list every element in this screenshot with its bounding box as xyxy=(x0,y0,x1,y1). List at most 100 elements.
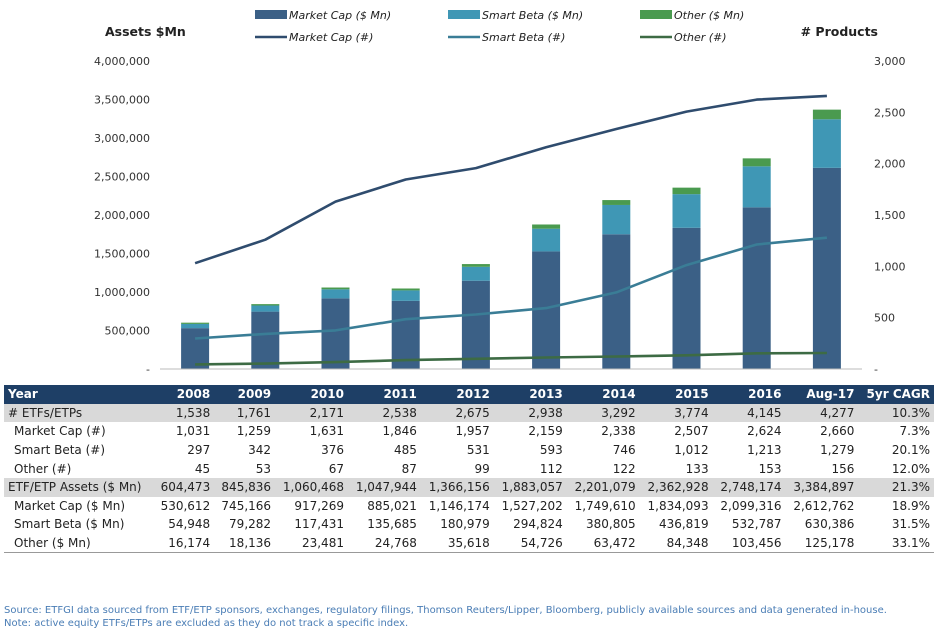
table-cell: 180,979 xyxy=(440,517,490,532)
table-row: Market Cap (#) 1,031 1,259 1,631 1,846 1,957 2… xyxy=(4,422,934,441)
table-cell: 125,178 xyxy=(785,533,859,554)
table-cell: 16,174 xyxy=(153,533,215,554)
chart-legend: Market Cap ($ Mn) Smart Beta ($ Mn) Other … xyxy=(255,9,744,44)
table-header-row: Year 2008 2009 2010 2011 2012 2013 2014 2015 2016… xyxy=(4,385,934,404)
bar-segment-market-cap xyxy=(742,207,771,369)
table-cell: 2,171 xyxy=(275,403,348,423)
right-tick-label: 2,500 xyxy=(874,106,906,119)
bar-segment-other xyxy=(461,264,490,267)
table-cell: 87 xyxy=(401,461,417,476)
right-axis-ticks: - 500 1,000 1,500 2,000 2,500 3,000 xyxy=(874,55,906,376)
table-cell: 2,612,762 xyxy=(793,498,855,513)
bar-segment-other xyxy=(391,288,420,291)
legend-swatch-bar xyxy=(640,10,672,19)
table-cell: 436,819 xyxy=(658,517,709,532)
bar-segment-smart-beta xyxy=(742,166,771,208)
table-cell: 917,269 xyxy=(294,498,344,513)
left-tick-label: 1,500,000 xyxy=(94,248,150,261)
row-label: Market Cap ($ Mn) xyxy=(14,498,125,513)
table-cell: 2,338 xyxy=(601,424,636,439)
table-header-cell: 2010 xyxy=(275,385,348,404)
table-cell: 1,846 xyxy=(382,424,417,439)
table-cell: 885,021 xyxy=(367,498,417,513)
table-cell: 2,538 xyxy=(347,403,421,423)
table-cell: 1,213 xyxy=(747,443,782,458)
table-row: ETF/ETP Assets ($ Mn) 604,473 845,836 1,060… xyxy=(4,477,934,497)
row-label: ETF/ETP Assets ($ Mn) xyxy=(4,477,154,497)
bar-segment-smart-beta xyxy=(321,289,350,299)
bar-segment-other xyxy=(672,187,701,195)
table-cell: 12.0% xyxy=(891,461,930,476)
legend-label: Smart Beta (#) xyxy=(482,31,565,44)
row-label: Smart Beta (#) xyxy=(14,443,106,458)
table-header-cell: 5yr CAGR xyxy=(858,385,934,404)
table-cell: 380,805 xyxy=(586,517,636,532)
table-cell: 2,159 xyxy=(528,424,563,439)
table-cell: 2,660 xyxy=(820,424,855,439)
bar-segment-other xyxy=(321,287,350,290)
row-label: Other (#) xyxy=(14,461,72,476)
table-cell: 1,538 xyxy=(153,403,215,423)
row-label: Other ($ Mn) xyxy=(4,533,154,554)
table-cell: 18,136 xyxy=(214,533,276,554)
left-tick-label: 3,500,000 xyxy=(94,94,150,107)
table-cell: 3,292 xyxy=(566,403,640,423)
table-cell: 54,948 xyxy=(168,517,211,532)
line-series-smart-beta xyxy=(195,236,828,340)
table-row: Smart Beta (#) 297 342 376 485 531 593 746 1,012… xyxy=(4,441,934,460)
table-cell: 604,473 xyxy=(153,477,215,497)
table-cell: 1,012 xyxy=(674,443,709,458)
bar-segment-market-cap xyxy=(461,280,490,369)
table-cell: 485 xyxy=(393,443,417,458)
table-header-cell: 2011 xyxy=(347,385,421,404)
table-cell: 745,166 xyxy=(221,498,272,513)
table-cell: 1,031 xyxy=(175,424,211,439)
bar-segment-other xyxy=(812,109,841,120)
table-cell: 845,836 xyxy=(214,477,276,497)
bar-segment-market-cap xyxy=(672,227,701,369)
table-cell: 63,472 xyxy=(566,533,640,554)
left-tick-label: 1,000,000 xyxy=(94,286,150,299)
bar-segment-smart-beta xyxy=(812,119,841,168)
table-row: # ETFs/ETPs 1,538 1,761 2,171 2,538 2,675 2,93… xyxy=(4,403,934,423)
table-cell: 21.3% xyxy=(858,477,934,497)
row-label: # ETFs/ETPs xyxy=(4,403,154,423)
table-cell: 2,362,928 xyxy=(639,477,713,497)
table-cell: 1,749,610 xyxy=(574,498,636,513)
table-cell: 297 xyxy=(187,443,211,458)
table-cell: 2,201,079 xyxy=(566,477,640,497)
table-cell: 294,824 xyxy=(513,517,563,532)
table-cell: 1,761 xyxy=(214,403,276,423)
row-label: Market Cap (#) xyxy=(14,424,106,439)
table-cell: 99 xyxy=(474,461,490,476)
source-note: Source: ETFGI data sourced from ETF/ETP … xyxy=(4,604,936,630)
table-cell: 2,748,174 xyxy=(712,477,786,497)
table-cell: 7.3% xyxy=(899,424,931,439)
bar-segment-other xyxy=(532,224,561,229)
table-cell: 1,834,093 xyxy=(647,498,709,513)
legend-label: Market Cap ($ Mn) xyxy=(289,9,391,22)
table-cell: 1,883,057 xyxy=(493,477,567,497)
bar-segment-smart-beta xyxy=(391,290,420,301)
bar-segment-market-cap xyxy=(321,298,350,369)
table-header-cell: 2012 xyxy=(420,385,494,404)
table-cell: 117,431 xyxy=(294,517,344,532)
table-cell: 35,618 xyxy=(420,533,494,554)
table-cell: 1,259 xyxy=(236,424,272,439)
table-cell: 1,366,156 xyxy=(420,477,494,497)
table-header-cell: 2014 xyxy=(566,385,640,404)
bar-segment-smart-beta xyxy=(602,204,631,235)
table-row: Smart Beta ($ Mn) 54,948 79,282 117,431 135,… xyxy=(4,515,934,534)
right-tick-label: 2,000 xyxy=(874,158,906,171)
table-cell: 67 xyxy=(328,461,344,476)
legend-label: Other (#) xyxy=(674,31,727,44)
table-cell: 1,631 xyxy=(309,424,344,439)
table-cell: 18.9% xyxy=(891,498,930,513)
table-cell: 630,386 xyxy=(804,517,855,532)
right-tick-label: 500 xyxy=(874,312,895,325)
table-cell: 112 xyxy=(539,461,563,476)
table-cell: 746 xyxy=(612,443,636,458)
table-cell: 2,099,316 xyxy=(720,498,782,513)
table-cell: 1,060,468 xyxy=(275,477,348,497)
bar-segment-market-cap xyxy=(251,311,280,369)
